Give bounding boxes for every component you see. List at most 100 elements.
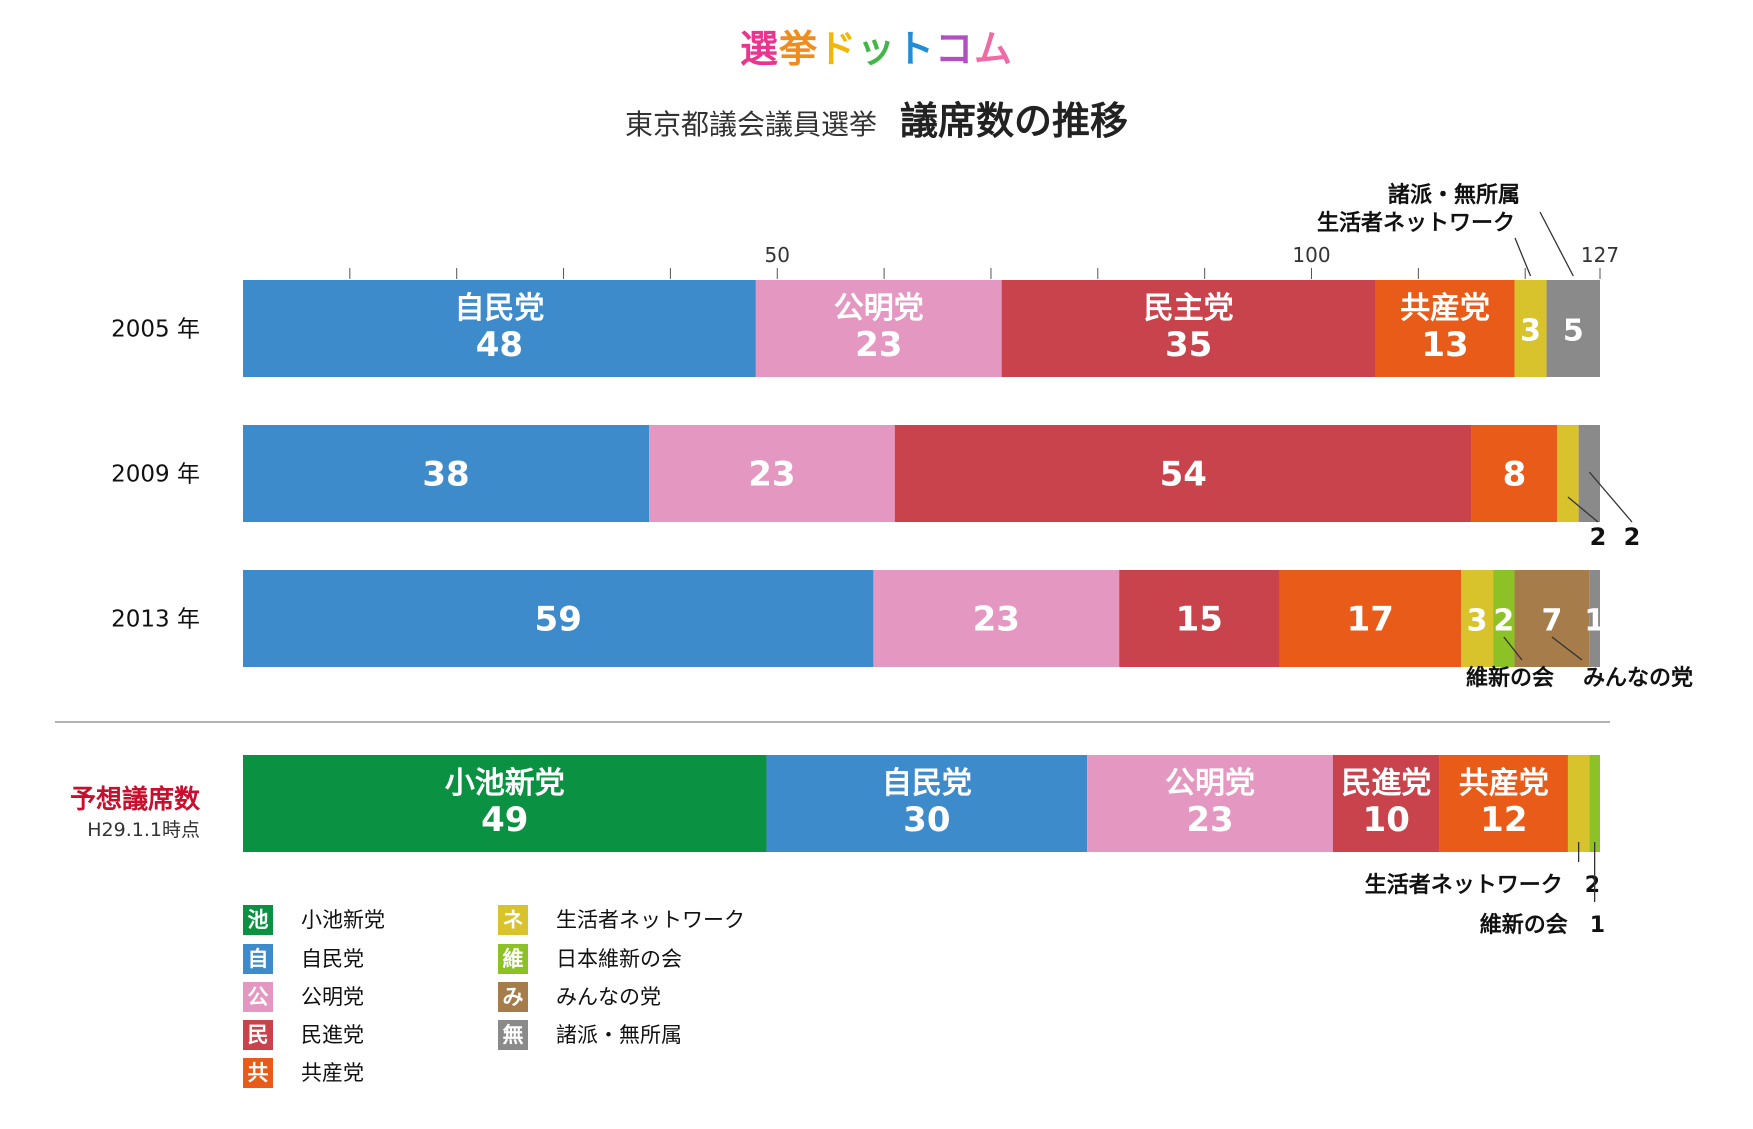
- bar-segment-kyo: [1279, 570, 1462, 667]
- bar-segment-ko: [873, 570, 1120, 667]
- legend-swatch: 民: [243, 1020, 273, 1050]
- bar-segment-kyo: [1439, 755, 1568, 852]
- bar-segment-name: 民主党: [1144, 291, 1234, 326]
- bar-segment-name: 公明党: [834, 291, 924, 326]
- legend-label: 共産党: [301, 1061, 364, 1085]
- bar-segment-kyo: [1375, 280, 1515, 377]
- bar-segment-mu: [1578, 425, 1600, 522]
- bar-value-label: 35: [1165, 325, 1212, 365]
- bar-segment-kyo: [1471, 425, 1558, 522]
- bar-segment-name: 共産党: [1459, 766, 1549, 801]
- legend-swatch: 共: [243, 1058, 273, 1088]
- callout-leader: [1588, 471, 1633, 523]
- bar-value-label: 5: [1563, 314, 1584, 349]
- legend-label: みんなの党: [556, 985, 661, 1009]
- callout-leader: [1514, 237, 1532, 277]
- chart-main-title: 議席数の推移: [900, 99, 1129, 143]
- bar-segment-net: [1514, 280, 1547, 377]
- forecast-sublabel: H29.1.1時点: [87, 819, 200, 841]
- bar-value-label: 23: [973, 600, 1020, 640]
- legend-label: 日本維新の会: [556, 947, 682, 971]
- callout-leader: [1551, 636, 1583, 661]
- bar-segment-net: [1461, 570, 1494, 667]
- bar-segment-min: [894, 425, 1472, 522]
- logo-char: 選: [739, 27, 779, 71]
- callout-leader: [1539, 211, 1574, 277]
- legend-label: 小池新党: [301, 908, 385, 932]
- bar-value-label: 23: [855, 325, 902, 365]
- bar-segment-name: 自民党: [882, 766, 972, 801]
- bar-segment-ike: [243, 755, 767, 852]
- bar-value-label: 49: [481, 800, 528, 840]
- bar-segment-ji: [243, 425, 650, 522]
- callout-label: 生活者ネットワーク 2: [1365, 873, 1600, 898]
- row-label: 2009 年: [111, 462, 200, 488]
- bar-value-label: 1: [1584, 604, 1605, 639]
- bar-segment-ko: [755, 280, 1002, 377]
- callout-label: 維新の会 1: [1480, 912, 1605, 938]
- row-label: 2005 年: [111, 317, 200, 343]
- callout-leader: [1503, 636, 1523, 661]
- legend-swatch: み: [498, 982, 528, 1012]
- logo-char: ド: [817, 27, 857, 71]
- row-label: 2013 年: [111, 607, 200, 633]
- bar-segment-net: [1557, 425, 1579, 522]
- bar-value-label: 54: [1160, 455, 1207, 495]
- logo-char: ッ: [856, 27, 896, 71]
- bar-value-label: 15: [1176, 600, 1223, 640]
- bar-segment-ji: [766, 755, 1088, 852]
- bar-value-label: 3: [1467, 604, 1488, 639]
- bar-value-label: 17: [1347, 600, 1394, 640]
- legend-label: 民進党: [301, 1023, 364, 1047]
- logo-char: ト: [896, 27, 936, 71]
- bar-segment-name: 小池新党: [445, 766, 565, 801]
- bar-segment-min: [1001, 280, 1376, 377]
- logo-char: 挙: [778, 27, 818, 71]
- bar-segment-ko: [649, 425, 895, 522]
- bar-segment-ishin: [1589, 755, 1600, 852]
- logo-char: ム: [974, 27, 1014, 71]
- bar-segment-name: 民進党: [1341, 766, 1431, 801]
- callout-leader: [1567, 496, 1599, 523]
- bar-value-label: 3: [1520, 314, 1541, 349]
- bar-value-label: 13: [1421, 325, 1468, 365]
- chart-title: 東京都議会議員選挙 議席数の推移: [0, 90, 1753, 145]
- site-logo: 選挙ドットコム: [0, 18, 1753, 73]
- chart-subtitle: 東京都議会議員選挙: [624, 108, 877, 141]
- bar-segment-name: 共産党: [1400, 291, 1490, 326]
- legend-swatch: 公: [243, 982, 273, 1012]
- bar-value-label: 23: [1186, 800, 1233, 840]
- bar-segment-name: 公明党: [1165, 766, 1255, 801]
- bar-segment-name: 自民党: [454, 291, 544, 326]
- callout-label: 2: [1624, 523, 1641, 551]
- bar-segment-minna: [1514, 570, 1590, 667]
- legend-swatch: 無: [498, 1020, 528, 1050]
- bar-segment-ji: [243, 280, 756, 377]
- bar-segment-mu: [1546, 280, 1600, 377]
- legend-label: 自民党: [301, 947, 364, 971]
- bar-value-label: 12: [1480, 800, 1527, 840]
- legend-label: 諸派・無所属: [556, 1023, 682, 1047]
- x-tick-label: 100: [1292, 243, 1330, 267]
- bar-value-label: 59: [535, 600, 582, 640]
- callout-label: みんなの党: [1583, 666, 1693, 691]
- bar-segment-min: [1119, 570, 1280, 667]
- bar-value-label: 48: [476, 325, 523, 365]
- bar-segment-mu: [1589, 570, 1600, 667]
- legend-swatch: 維: [498, 944, 528, 974]
- callout-label: 生活者ネットワーク: [1317, 211, 1515, 236]
- legend-label: 生活者ネットワーク: [556, 908, 745, 932]
- legend-label: 公明党: [301, 985, 364, 1009]
- bar-segment-net: [1567, 755, 1590, 852]
- bar-value-label: 30: [903, 800, 950, 840]
- bar-segment-min: [1332, 755, 1440, 852]
- legend-swatch: 池: [243, 905, 273, 935]
- x-tick-label: 50: [765, 243, 790, 267]
- bar-value-label: 2: [1493, 604, 1514, 639]
- bar-value-label: 10: [1363, 800, 1410, 840]
- bar-segment-ko: [1087, 755, 1333, 852]
- logo-char: コ: [935, 27, 975, 71]
- bar-value-label: 23: [748, 455, 795, 495]
